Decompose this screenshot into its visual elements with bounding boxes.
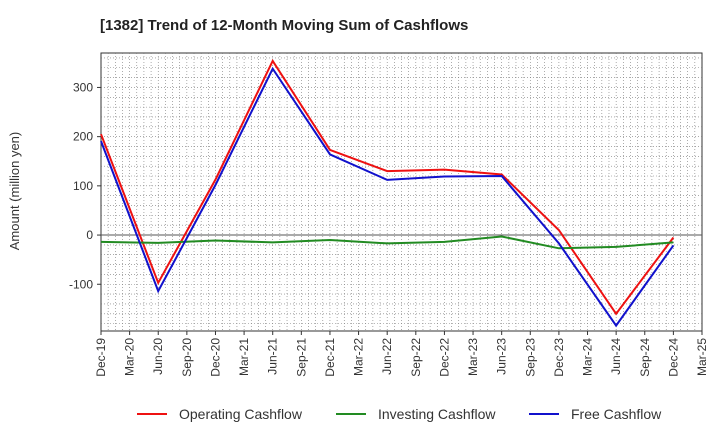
x-tick-label: Jun-23 (495, 338, 509, 375)
x-tick-label: Mar-25 (695, 338, 709, 376)
x-tick-label: Sep-21 (294, 338, 308, 377)
x-tick-label: Jun-22 (380, 338, 394, 375)
x-tick-label: Sep-22 (409, 338, 423, 377)
free-cashflow-line (100, 66, 675, 328)
x-tick-label: Dec-20 (209, 338, 223, 377)
x-tick-label: Mar-21 (237, 338, 251, 376)
x-tick-label: Jun-21 (266, 338, 280, 375)
x-ticks: Dec-19 Mar-20 Jun-20 Sep-20 Dec-20 Mar-21 Jun-… (94, 331, 709, 377)
x-tick-label: Mar-20 (123, 338, 137, 376)
x-tick-label: Sep-23 (523, 338, 537, 377)
x-tick-label: Sep-20 (180, 338, 194, 377)
x-tick-label: Mar-24 (581, 338, 595, 376)
series-lines (100, 58, 675, 328)
x-tick-label: Sep-24 (638, 338, 652, 377)
x-tick-label: Dec-24 (666, 338, 680, 377)
x-tick-label: Mar-22 (352, 338, 366, 376)
x-tick-label: Jun-24 (609, 338, 623, 375)
legend-label-operating-cashflow: Operating Cashflow (179, 406, 303, 422)
x-tick-label: Mar-23 (466, 338, 480, 376)
y-axis-label: Amount (million yen) (7, 132, 22, 251)
x-tick-label: Dec-21 (323, 338, 337, 377)
chart-title: [1382] Trend of 12-Month Moving Sum of C… (100, 17, 468, 34)
y-tick-label: 300 (73, 80, 93, 94)
investing-cashflow-line (100, 235, 674, 250)
legend-label-investing-cashflow: Investing Cashflow (378, 406, 496, 422)
legend-label-free-cashflow: Free Cashflow (571, 406, 662, 422)
x-tick-label: Dec-23 (552, 338, 566, 377)
x-tick-label: Dec-19 (94, 338, 108, 377)
y-tick-label: 200 (73, 130, 93, 144)
x-tick-label: Dec-22 (437, 338, 451, 377)
y-tick-label: 100 (73, 179, 93, 193)
operating-cashflow-line (100, 58, 675, 316)
y-ticks: 300 200 100 0 -100 (69, 80, 101, 291)
legend: Operating Cashflow Investing Cashflow Free… (137, 406, 662, 422)
y-tick-label: 0 (86, 228, 93, 242)
y-tick-label: -100 (69, 277, 93, 291)
x-tick-label: Jun-20 (151, 338, 165, 375)
